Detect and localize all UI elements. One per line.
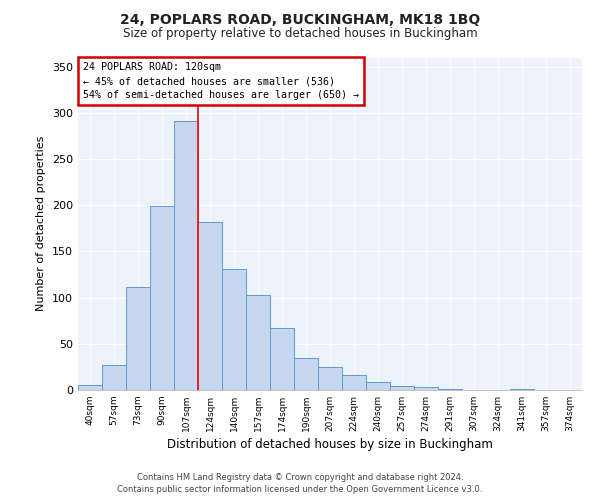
Bar: [390, 386, 414, 390]
Text: 24 POPLARS ROAD: 120sqm
← 45% of detached houses are smaller (536)
54% of semi-d: 24 POPLARS ROAD: 120sqm ← 45% of detache…: [83, 62, 359, 100]
Bar: [294, 358, 318, 390]
Bar: [366, 382, 390, 390]
X-axis label: Distribution of detached houses by size in Buckingham: Distribution of detached houses by size …: [167, 438, 493, 451]
Y-axis label: Number of detached properties: Number of detached properties: [37, 136, 46, 312]
Bar: [510, 389, 534, 390]
Bar: [270, 328, 294, 390]
Bar: [126, 286, 150, 390]
Bar: [318, 367, 342, 390]
Bar: [174, 121, 198, 390]
Bar: [222, 269, 246, 390]
Bar: [198, 222, 222, 390]
Text: 24, POPLARS ROAD, BUCKINGHAM, MK18 1BQ: 24, POPLARS ROAD, BUCKINGHAM, MK18 1BQ: [120, 12, 480, 26]
Text: Size of property relative to detached houses in Buckingham: Size of property relative to detached ho…: [122, 28, 478, 40]
Bar: [150, 206, 174, 390]
Bar: [102, 365, 126, 390]
Bar: [342, 375, 366, 390]
Bar: [438, 389, 462, 390]
Text: Contains HM Land Registry data © Crown copyright and database right 2024.
Contai: Contains HM Land Registry data © Crown c…: [118, 473, 482, 494]
Bar: [414, 387, 438, 390]
Bar: [78, 386, 102, 390]
Bar: [246, 295, 270, 390]
